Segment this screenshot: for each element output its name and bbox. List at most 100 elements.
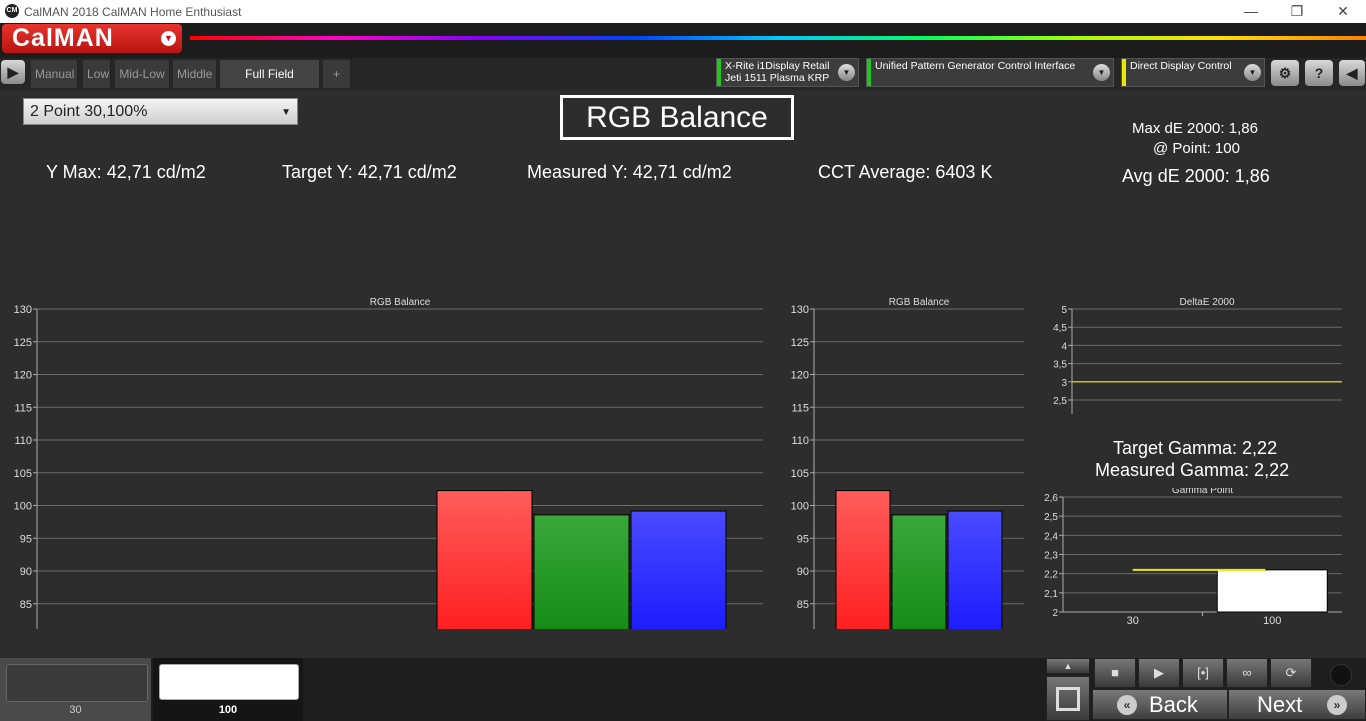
y-tick-label: 125 <box>14 337 32 349</box>
chevron-down-icon: ▼ <box>161 31 176 46</box>
y-tick-label: 3 <box>1061 378 1067 389</box>
status-indicator <box>1330 664 1352 686</box>
stop-icon[interactable]: ■ <box>1094 658 1136 688</box>
thumbnail-30[interactable]: 30 <box>0 658 151 721</box>
restore-icon[interactable]: ❐ <box>1290 3 1304 19</box>
y-tick-label: 105 <box>791 468 809 480</box>
y-tick-label: 2,4 <box>1044 531 1058 542</box>
tab-manual[interactable]: Manual <box>31 60 78 88</box>
y-tick-label: 2,6 <box>1044 493 1058 504</box>
y-tick-label: 95 <box>20 533 32 545</box>
y-tick-label: 130 <box>791 304 809 316</box>
thumbnail-label: 100 <box>218 704 238 716</box>
preset-dropdown[interactable]: 2 Point 30,100% ▼ <box>23 98 298 125</box>
add-tab-button[interactable]: + <box>323 60 351 88</box>
tab-mid-low[interactable]: Mid-Low <box>115 60 170 88</box>
workflow-toolbar: ▶ Manual Low Mid-Low Middle Full Field M… <box>0 58 1366 109</box>
scroll-up-icon[interactable]: ▲ <box>1046 658 1090 674</box>
meter-profile: Jeti 1511 Plasma KRP <box>725 72 830 84</box>
chart-title: RGB Balance <box>370 297 431 308</box>
x-tick-label: 30 <box>1127 615 1139 627</box>
y-tick-label: 2,3 <box>1044 551 1058 562</box>
minimize-icon[interactable]: — <box>1244 3 1258 19</box>
next-label: Next <box>1257 692 1303 717</box>
y-tick-label: 4,5 <box>1053 323 1067 334</box>
meter-selector[interactable]: X-Rite i1Display Retail Jeti 1511 Plasma… <box>716 58 859 87</box>
main-panel: 2 Point 30,100% ▼ RGB Balance Y Max: 42,… <box>0 90 1366 658</box>
target-gamma-stat: Target Gamma: 2,22 <box>1113 438 1278 458</box>
x-tick-label: 100 <box>1263 615 1281 627</box>
rgb-balance-chart-main: RGB Balance70758085909510010511011512012… <box>14 297 763 629</box>
window-title: CalMAN 2018 CalMAN Home Enthusiast <box>24 5 242 19</box>
y-tick-label: 5 <box>1061 305 1067 316</box>
y-tick-label: 110 <box>791 435 809 447</box>
close-icon[interactable]: ✕ <box>1337 3 1349 19</box>
rgb-balance-chart-point: RGB Balance70758085909510010511011512012… <box>791 297 1024 629</box>
chart-title: Gamma Point <box>1172 488 1233 496</box>
pattern-generator-selector[interactable]: Unified Pattern Generator Control Interf… <box>866 58 1114 87</box>
chart-title: RGB Balance <box>889 297 950 308</box>
continuous-read-icon[interactable]: ∞ <box>1226 658 1268 688</box>
read-series-icon[interactable]: [•] <box>1182 658 1224 688</box>
meter-status-bar <box>717 59 721 86</box>
page-title-box: RGB Balance <box>560 95 794 140</box>
y-tick-label: 120 <box>14 370 32 382</box>
y-tick-label: 120 <box>791 370 809 382</box>
bar-blue <box>947 510 1003 629</box>
window-titlebar: CM CalMAN 2018 CalMAN Home Enthusiast — … <box>0 0 1366 23</box>
display-control-selector[interactable]: Direct Display Control ▼ <box>1121 58 1265 87</box>
meter-name: X-Rite i1Display Retail <box>725 60 830 72</box>
logo-label: CalMAN <box>12 24 114 52</box>
target-y-stat: Target Y: 42,71 cd/m2 <box>282 162 457 182</box>
display-status-bar <box>1122 59 1126 86</box>
y-tick-label: 100 <box>791 501 809 513</box>
generator-status-bar <box>867 59 871 86</box>
calman-menu-button[interactable]: CalMAN ▼ <box>2 24 182 53</box>
y-tick-label: 2,2 <box>1044 570 1058 581</box>
tab-middle[interactable]: Middle <box>173 60 217 88</box>
y-tick-label: 2 <box>1052 608 1058 619</box>
next-button[interactable]: Next » <box>1228 689 1366 720</box>
refresh-icon[interactable]: ⟳ <box>1270 658 1312 688</box>
generator-name: Unified Pattern Generator Control Interf… <box>875 60 1076 72</box>
y-tick-label: 110 <box>14 435 32 447</box>
y-tick-label: 130 <box>14 304 32 316</box>
y-tick-label: 100 <box>14 501 32 513</box>
display-control-name: Direct Display Control <box>1130 60 1232 72</box>
bar-green <box>533 514 630 629</box>
bar-red <box>835 490 891 629</box>
settings-gear-icon[interactable]: ⚙ <box>1271 60 1299 86</box>
chevron-down-icon: ▼ <box>1093 64 1110 81</box>
bottom-bar: 30 100 ▲ ■ ▶ [•] ∞ ⟳ « Back Next » <box>0 658 1366 721</box>
rainbow-divider <box>190 36 1366 40</box>
bar-blue <box>630 510 727 629</box>
max-de-point-stat: @ Point: 100 <box>1153 140 1240 157</box>
chevron-down-icon: ▼ <box>281 107 291 118</box>
chart-title: DeltaE 2000 <box>1179 297 1234 308</box>
play-icon[interactable]: ▶ <box>1138 658 1180 688</box>
y-tick-label: 2,5 <box>1044 512 1058 523</box>
logo-bar: CalMAN ▼ <box>0 23 1366 58</box>
y-tick-label: 85 <box>797 599 809 611</box>
y-tick-label: 95 <box>797 533 809 545</box>
bar-green <box>891 514 947 629</box>
stop-large-icon[interactable] <box>1046 676 1090 721</box>
thumbnail-100[interactable]: 100 <box>153 658 303 721</box>
back-button[interactable]: « Back <box>1092 689 1228 720</box>
thumbnail-label: 30 <box>69 704 82 716</box>
tab-full-field-manual[interactable]: Full Field Manual <box>220 60 320 109</box>
y-tick-label: 125 <box>791 337 809 349</box>
tab-low[interactable]: Low <box>83 60 111 88</box>
y-tick-label: 105 <box>14 468 32 480</box>
bar-red <box>436 490 533 629</box>
y-tick-label: 85 <box>20 599 32 611</box>
preset-value: 2 Point 30,100% <box>30 103 148 120</box>
y-tick-label: 90 <box>20 566 32 578</box>
help-icon[interactable]: ? <box>1305 60 1333 86</box>
thumbnail-swatch <box>159 664 299 700</box>
play-icon[interactable]: ▶ <box>1 60 25 84</box>
measured-y-stat: Measured Y: 42,71 cd/m2 <box>527 162 732 182</box>
collapse-panel-icon[interactable]: ◀ <box>1339 60 1365 86</box>
page-title: RGB Balance <box>563 98 791 137</box>
chevron-down-icon: ▼ <box>838 64 855 81</box>
